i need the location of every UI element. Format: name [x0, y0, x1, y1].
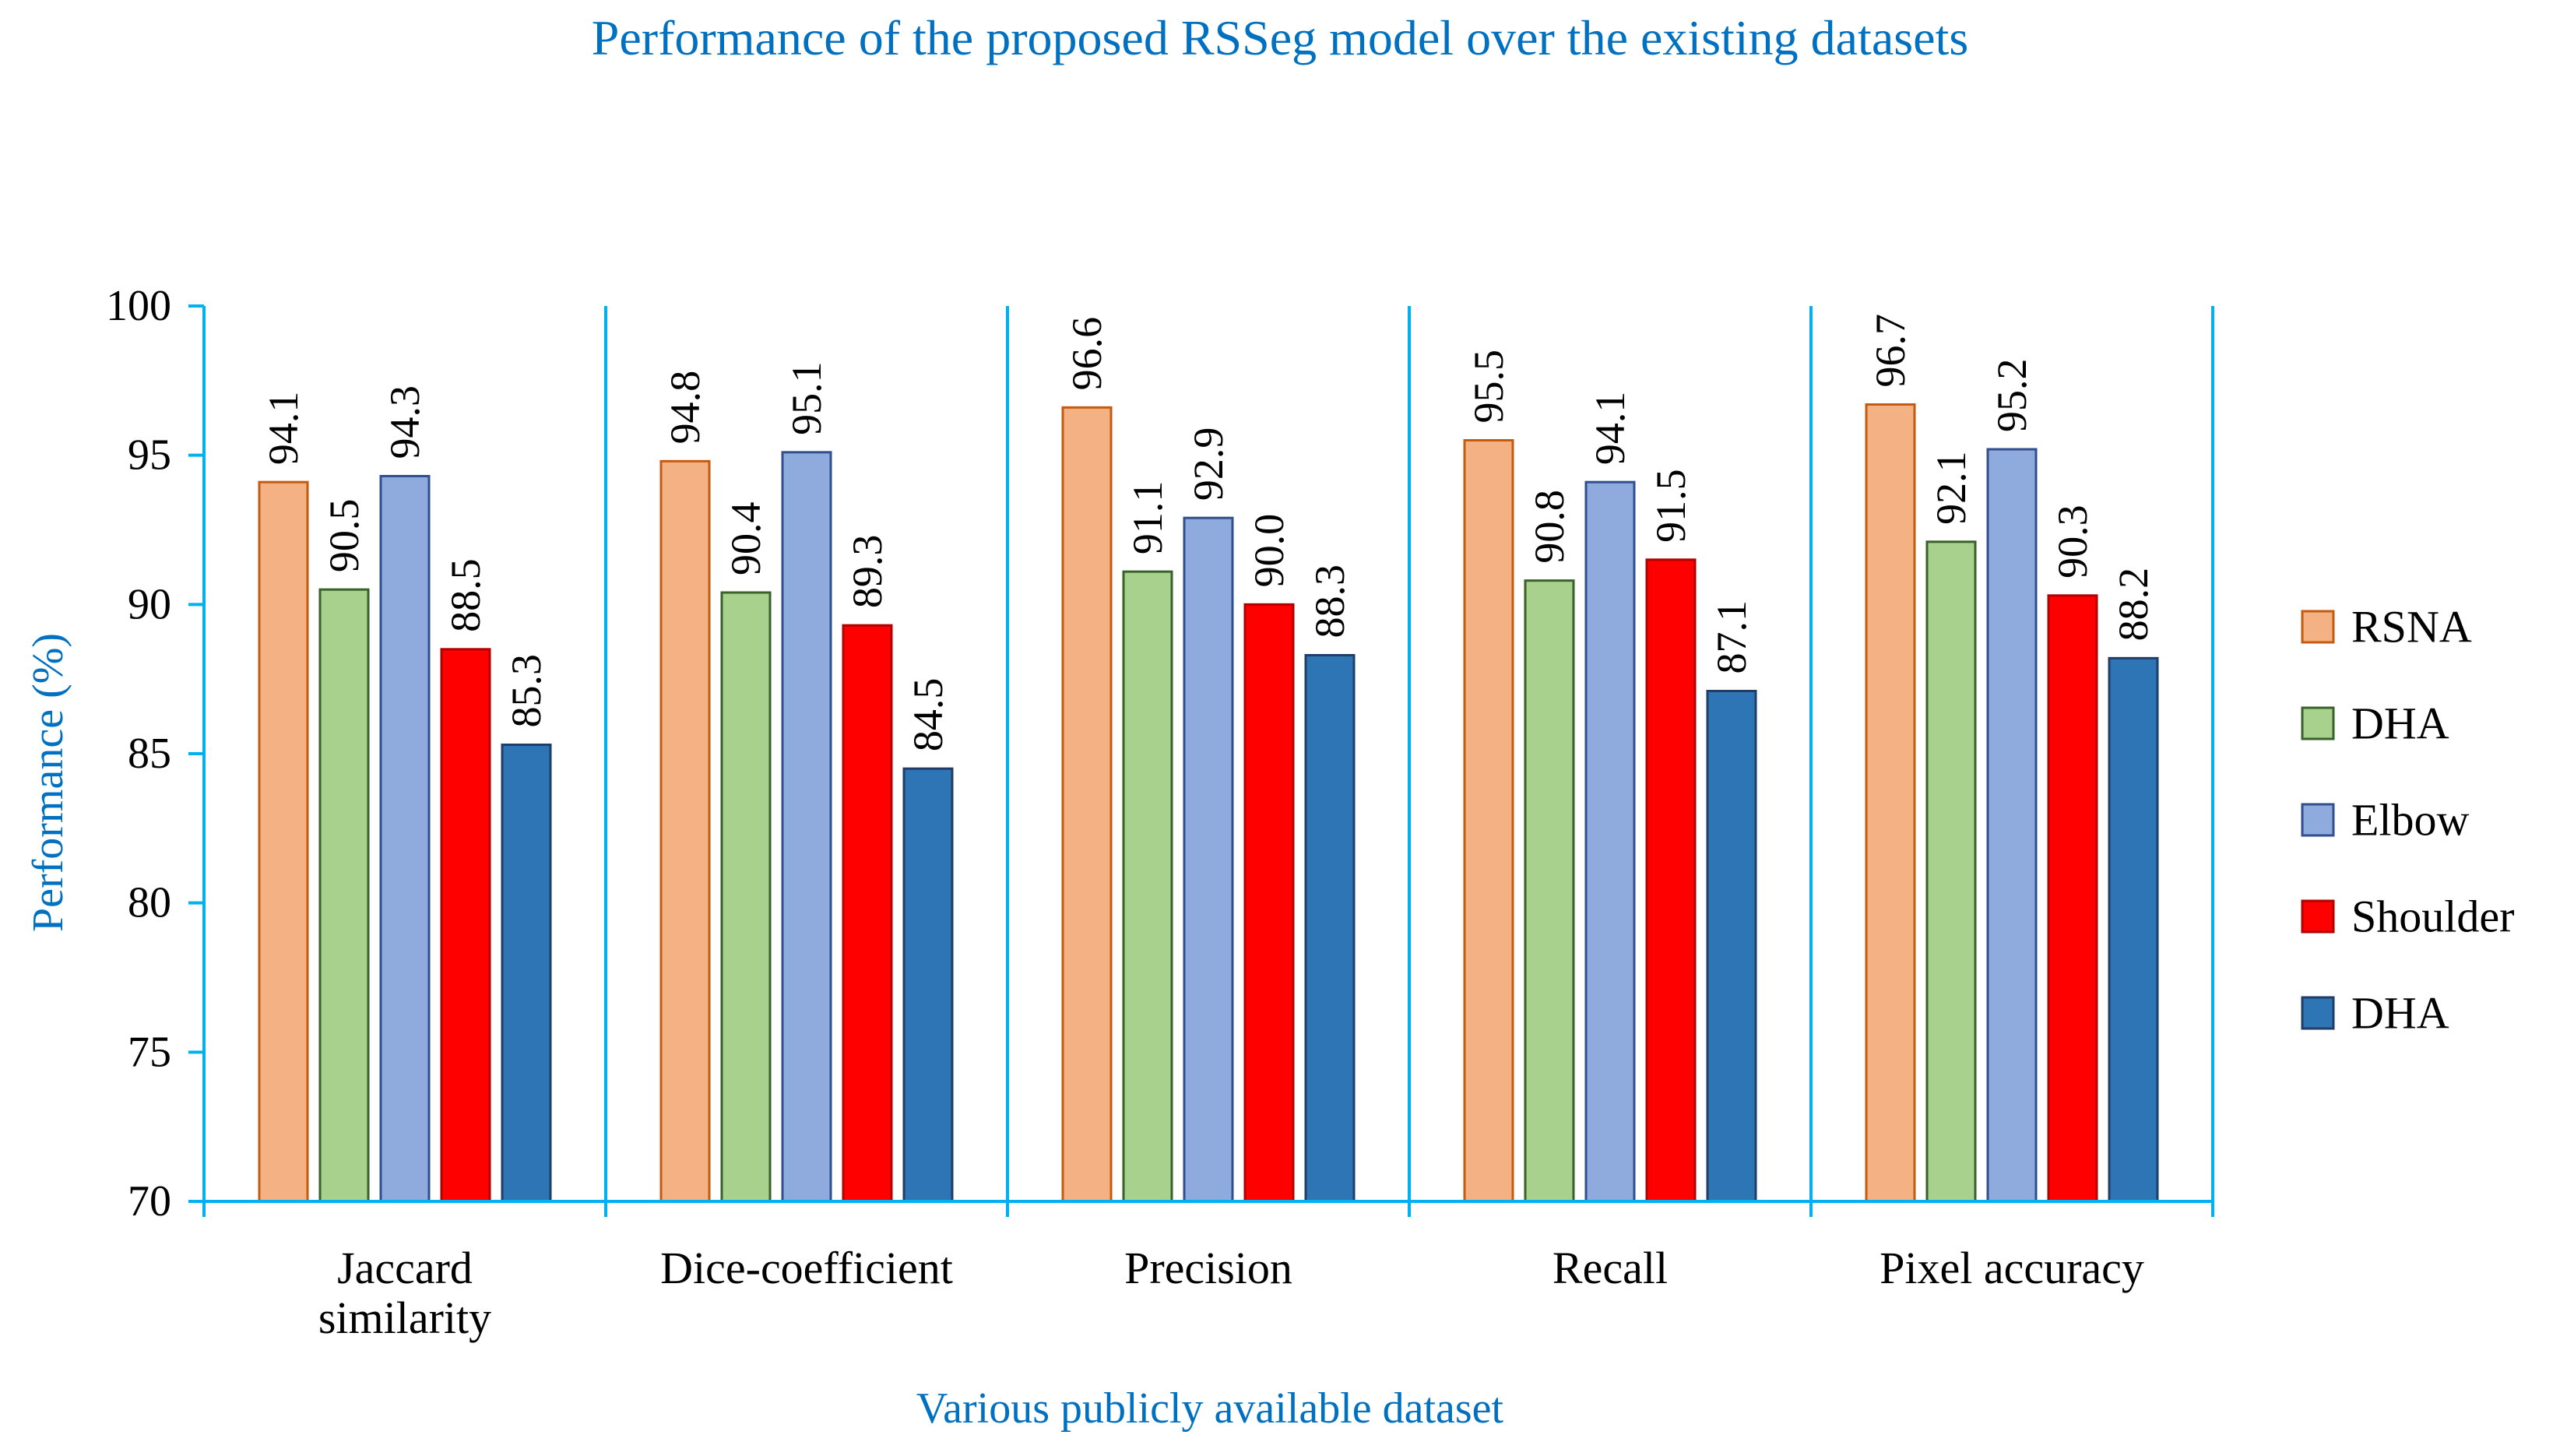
data-label: 91.5: [1647, 469, 1694, 543]
data-label: 88.5: [442, 558, 489, 632]
data-label: 90.4: [723, 502, 769, 576]
bar: [781, 451, 832, 1203]
y-tick-label: 90: [128, 580, 171, 628]
data-label: 90.5: [321, 499, 367, 573]
bar: [1183, 516, 1234, 1203]
data-label: 90.8: [1526, 490, 1573, 564]
bar: [1304, 654, 1356, 1203]
plot-area: 94.1 94.8 96.6 95.5 96.7 90.5 90.4 91.1 90.8 92.1…: [106, 282, 2214, 1343]
y-tick-label: 95: [128, 431, 171, 480]
bar: [1243, 603, 1295, 1203]
y-tick-label: 75: [128, 1028, 171, 1076]
bar: [379, 475, 431, 1203]
legend-label: DHA: [2351, 988, 2449, 1039]
bar: [1645, 558, 1697, 1203]
data-label: 95.1: [783, 361, 830, 435]
data-label: 90.0: [1246, 514, 1292, 588]
legend-swatch: [2301, 803, 2335, 837]
x-tick-label: Recall: [1553, 1243, 1668, 1293]
bar: [2047, 594, 2098, 1203]
bar: [720, 591, 772, 1203]
bar: [1463, 439, 1514, 1203]
y-axis-title: Performance (%): [24, 633, 72, 932]
bar: [1524, 579, 1575, 1203]
data-label: 84.5: [905, 678, 951, 752]
data-label: 92.1: [1928, 451, 1975, 525]
x-tick-label: Pixel accuracy: [1880, 1243, 2144, 1293]
x-tick-label: Dice-coefficient: [660, 1243, 953, 1293]
bar: [2108, 656, 2159, 1203]
legend: RSNA DHA Elbow Shoulder DHA: [2301, 602, 2514, 1039]
data-label: 87.1: [1708, 600, 1755, 674]
legend-label: Shoulder: [2351, 892, 2514, 942]
y-tick-label: 80: [128, 879, 171, 927]
bar: [318, 588, 370, 1203]
legend-swatch: [2301, 706, 2335, 740]
legend-swatch: [2301, 610, 2335, 644]
y-tick-label: 70: [128, 1177, 171, 1226]
legend-swatch: [2301, 996, 2335, 1030]
y-tick-label: 100: [106, 282, 171, 330]
x-tick-label: Jaccard: [337, 1243, 473, 1293]
y-tick-label: 85: [128, 730, 171, 778]
data-label: 91.1: [1124, 481, 1171, 555]
data-label: 96.6: [1064, 317, 1110, 391]
data-label: 94.1: [1587, 392, 1633, 466]
data-label: 85.3: [503, 654, 550, 728]
data-label: 95.2: [1989, 359, 2035, 433]
data-label: 88.2: [2110, 568, 2157, 642]
data-label: 94.3: [382, 385, 428, 459]
bar: [902, 767, 954, 1203]
data-label: 88.3: [1306, 564, 1353, 638]
x-axis-title: Various publicly available dataset: [916, 1384, 1504, 1433]
bar: [1122, 570, 1173, 1203]
bar: [1986, 448, 2038, 1203]
legend-label: RSNA: [2351, 602, 2472, 652]
bar: [1706, 690, 1757, 1203]
legend-label: DHA: [2351, 698, 2449, 749]
chart-title: Performance of the proposed RSSeg model …: [592, 10, 1968, 65]
bar: [1865, 403, 1916, 1203]
bar: [258, 480, 309, 1203]
bar: [440, 648, 491, 1203]
data-label: 94.8: [662, 371, 709, 445]
bar: [842, 624, 893, 1203]
bar: [1925, 540, 1977, 1203]
data-label: 92.9: [1185, 427, 1232, 501]
legend-swatch: [2301, 899, 2335, 934]
bar: [1061, 406, 1113, 1203]
data-label: 95.5: [1465, 350, 1512, 424]
data-label: 94.1: [260, 392, 307, 466]
data-label: 90.3: [2049, 505, 2096, 579]
x-tick-label: Precision: [1124, 1243, 1292, 1293]
bar: [501, 744, 552, 1203]
data-label: 96.7: [1867, 314, 1914, 388]
bar: [659, 459, 711, 1203]
legend-label: Elbow: [2351, 795, 2470, 846]
data-label: 89.3: [844, 535, 891, 609]
x-tick-label: similarity: [318, 1292, 491, 1343]
bar: [1584, 480, 1636, 1203]
